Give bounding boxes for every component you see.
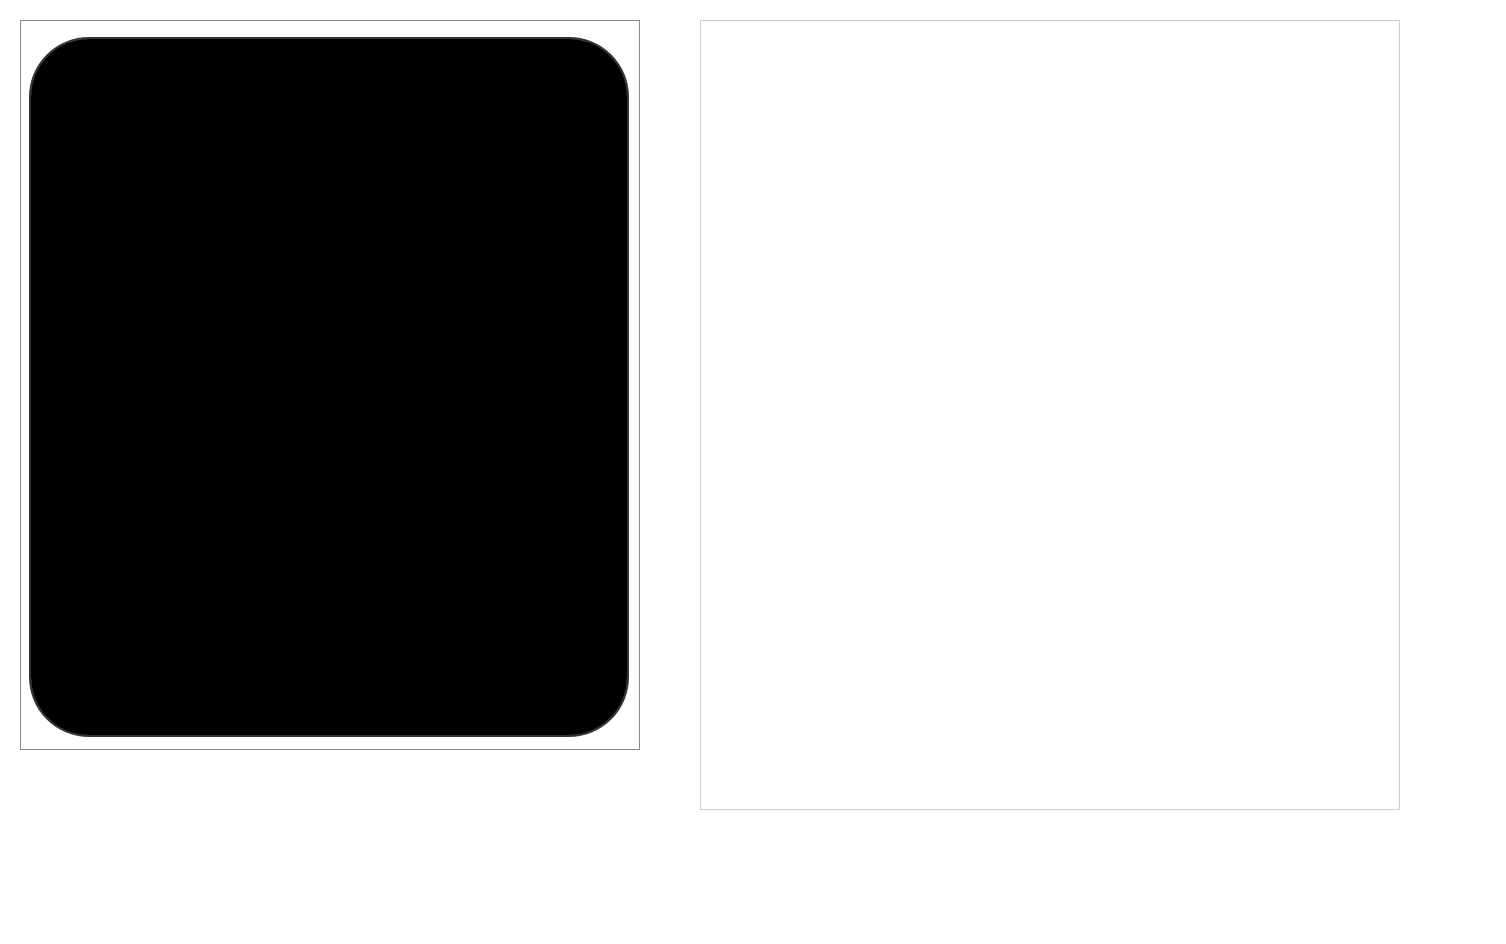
attention-matrix [29, 37, 629, 737]
matrix-cells [31, 39, 627, 735]
attention-matrix-box [20, 20, 640, 750]
context-diagram-box [700, 20, 1400, 810]
left-panel [20, 20, 640, 768]
layer-rows [911, 126, 1369, 686]
right-panel [700, 20, 1400, 828]
